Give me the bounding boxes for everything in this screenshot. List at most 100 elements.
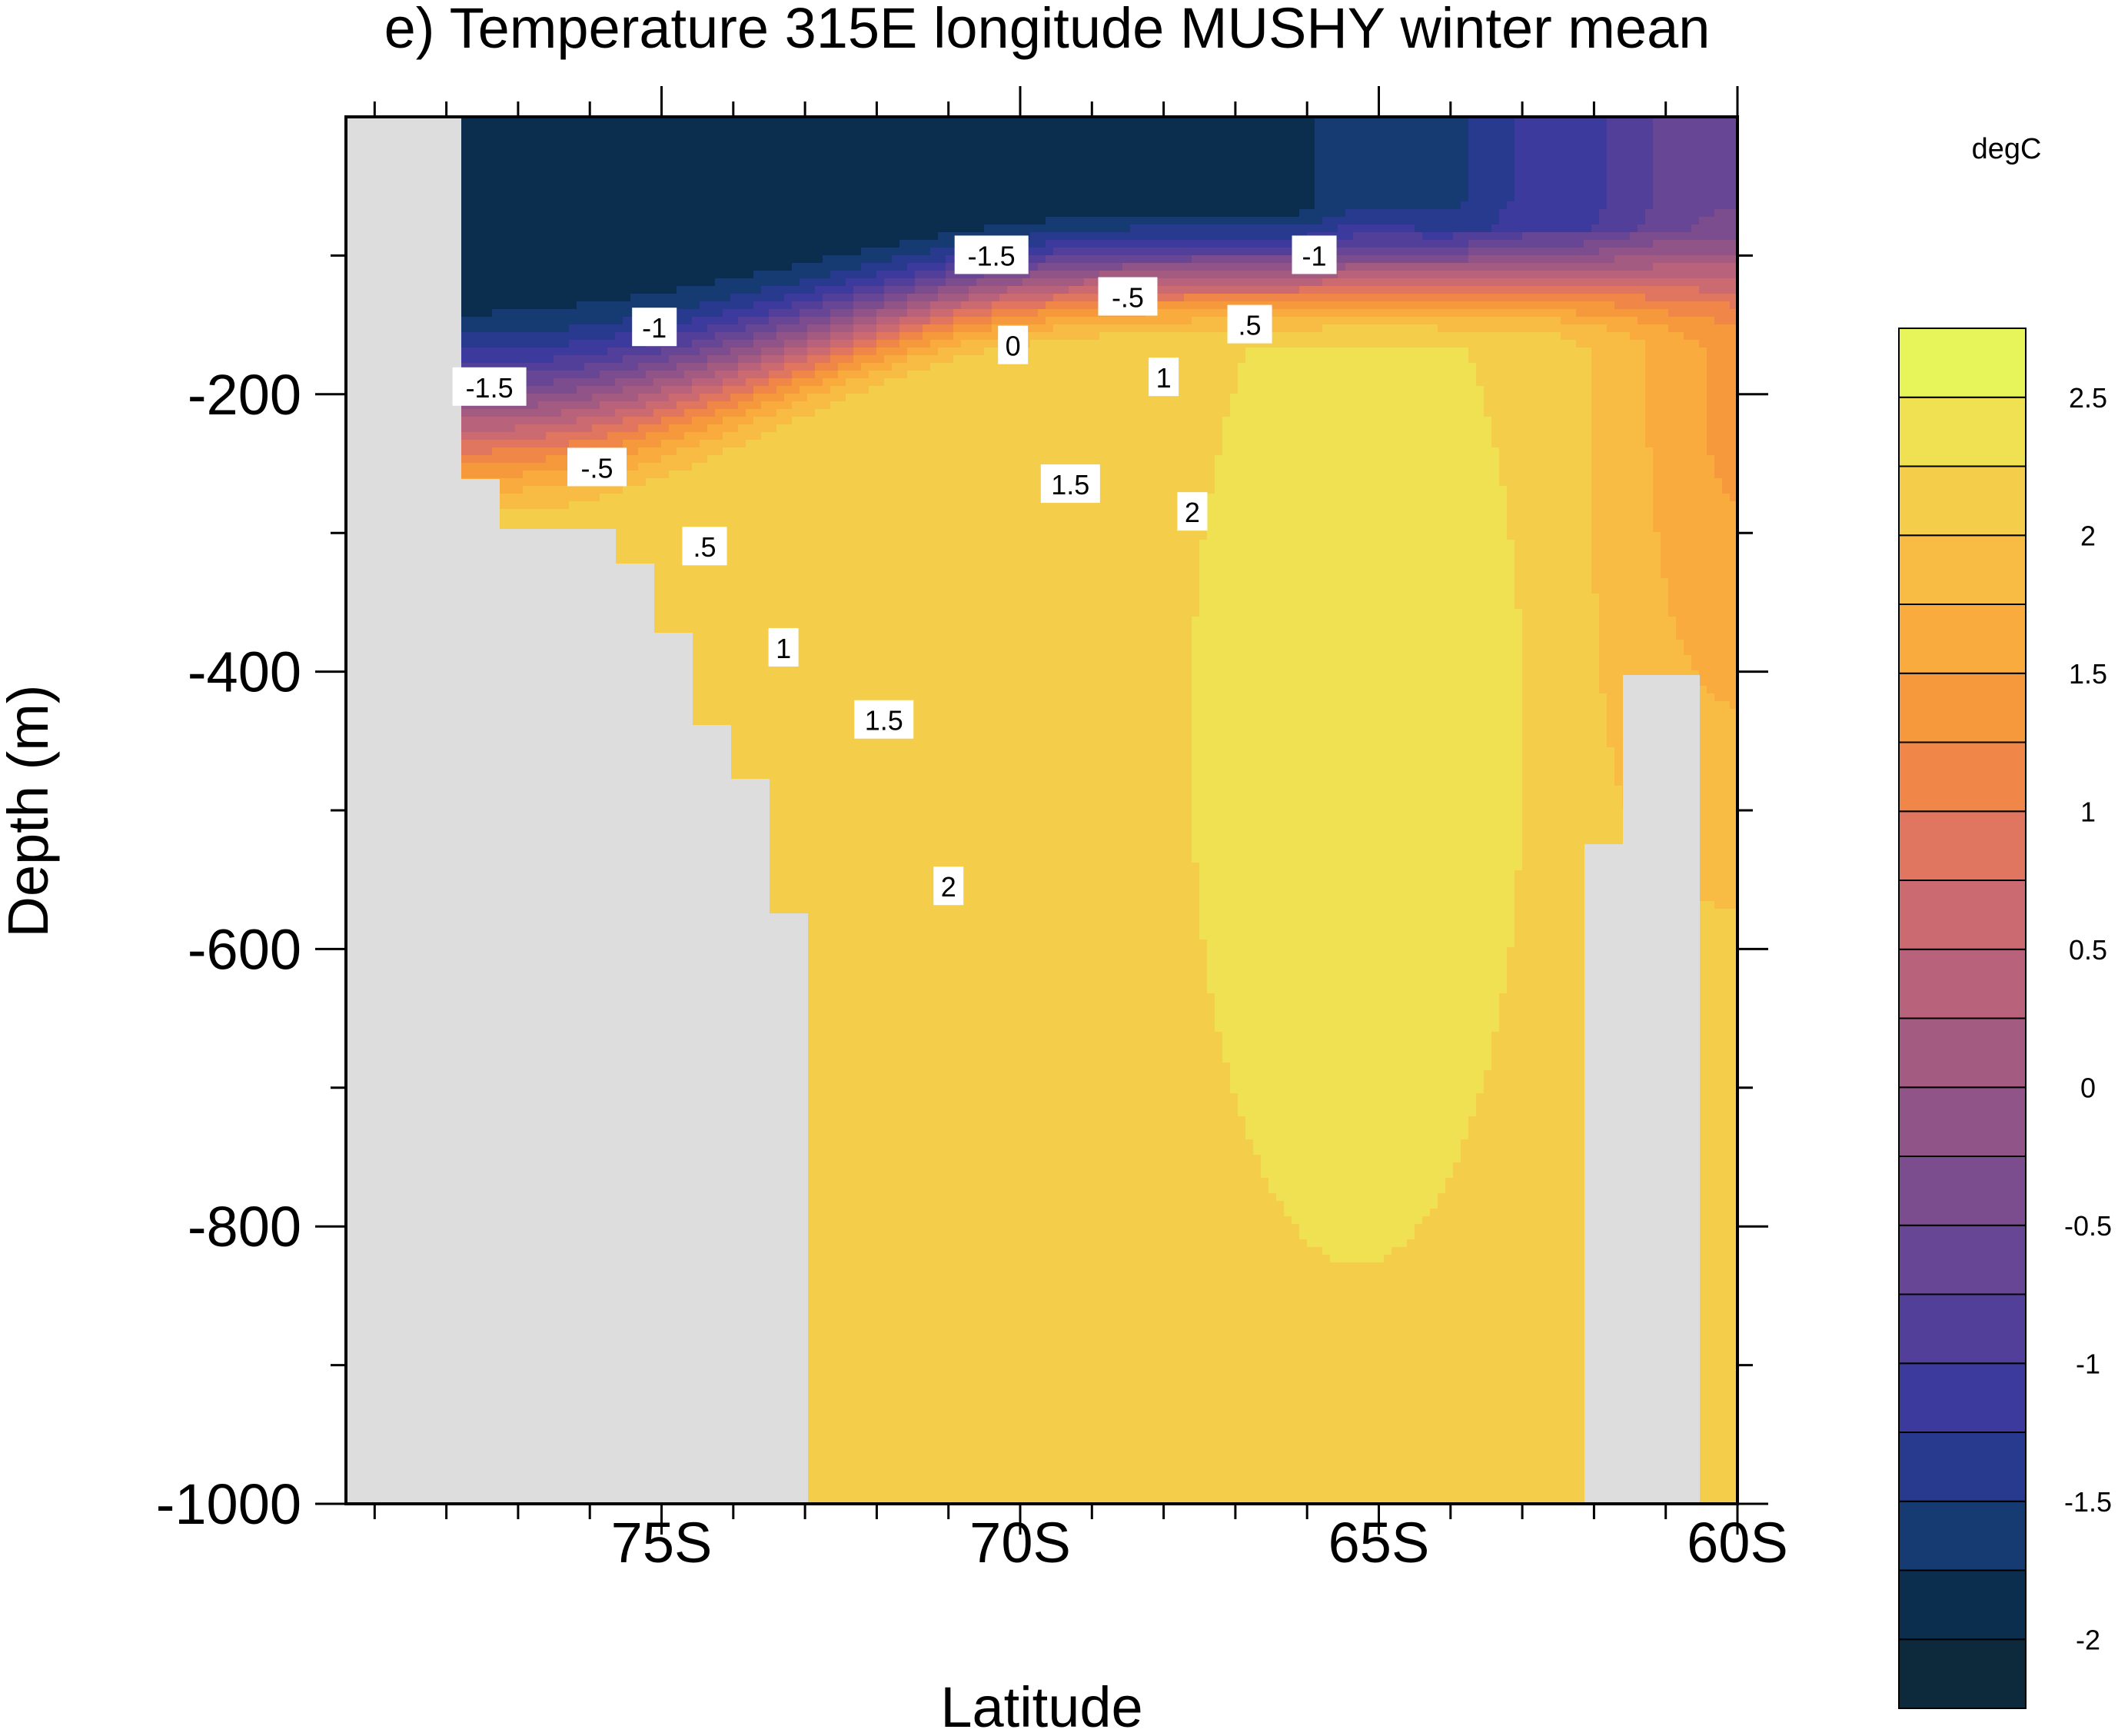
field-cell (1207, 125, 1215, 133)
field-cell (869, 232, 877, 241)
field-cell (976, 201, 985, 210)
field-cell (1299, 209, 1308, 218)
field-cell (1384, 286, 1392, 294)
field-cell (907, 201, 916, 210)
field-cell (915, 217, 923, 225)
field-cell (1368, 148, 1377, 156)
field-cell (1576, 240, 1584, 248)
field-cell (1407, 125, 1415, 133)
field-cell (623, 209, 631, 218)
field-cell (477, 132, 485, 141)
field-cell (1430, 125, 1438, 133)
field-cell (630, 248, 639, 256)
field-cell (1238, 255, 1246, 264)
field-cell (1169, 248, 1177, 256)
field-cell (861, 217, 869, 225)
field-cell (1199, 224, 1208, 233)
field-cell (1245, 217, 1254, 225)
field-cell (1668, 286, 1677, 294)
field-cell (1322, 286, 1331, 294)
field-cell (1276, 278, 1285, 287)
field-cell (1407, 132, 1415, 141)
field-cell (1622, 163, 1631, 171)
field-cell (1468, 278, 1477, 287)
field-cell (930, 163, 939, 171)
field-cell (984, 140, 993, 148)
field-cell (1545, 278, 1554, 287)
field-cell (1268, 255, 1277, 264)
field-cell (684, 148, 693, 156)
field-cell (1584, 125, 1592, 133)
field-cell (1591, 194, 1600, 202)
field-cell (1622, 132, 1631, 141)
field-cell (961, 155, 969, 164)
field-cell (1222, 232, 1231, 241)
field-cell (1230, 171, 1239, 179)
field-cell (600, 132, 608, 141)
field-cell (784, 163, 793, 171)
field-cell (1653, 217, 1661, 225)
field-cell (1722, 263, 1731, 271)
field-cell (1538, 209, 1546, 218)
field-cell (1207, 224, 1215, 233)
field-cell (500, 178, 508, 187)
field-cell (1192, 186, 1200, 195)
field-cell (1061, 224, 1069, 233)
field-cell (653, 132, 662, 141)
field-cell (653, 178, 662, 187)
field-cell (569, 140, 577, 148)
field-cell (584, 132, 593, 141)
field-cell (1345, 248, 1354, 256)
field-cell (1015, 209, 1023, 218)
field-cell (1276, 263, 1285, 271)
field-cell (1676, 232, 1684, 241)
field-cell (1491, 186, 1500, 195)
field-cell (554, 178, 562, 187)
field-cell (1161, 178, 1169, 187)
field-cell (1538, 132, 1546, 141)
field-cell (1015, 178, 1023, 187)
field-cell (1084, 148, 1092, 156)
field-cell (1022, 163, 1031, 171)
field-cell (769, 163, 777, 171)
field-cell (638, 255, 647, 264)
field-cell (1238, 125, 1246, 133)
field-cell (1245, 248, 1254, 256)
field-cell (523, 178, 531, 187)
field-cell (738, 148, 746, 156)
field-cell (1076, 178, 1085, 187)
field-cell (1084, 163, 1092, 171)
field-cell (692, 186, 700, 195)
field-cell (1676, 209, 1684, 218)
field-cell (492, 232, 500, 241)
field-cell (1461, 178, 1469, 187)
field-cell (1714, 140, 1723, 148)
field-cell (677, 278, 685, 287)
field-cell (746, 201, 754, 210)
field-cell (907, 155, 916, 164)
field-cell (1138, 217, 1146, 225)
field-cell (677, 148, 685, 156)
field-cell (1084, 255, 1092, 264)
field-cell (1353, 194, 1362, 202)
field-cell (646, 186, 654, 195)
field-cell (477, 171, 485, 179)
field-cell (653, 271, 662, 279)
field-cell (607, 217, 616, 225)
field-cell (1438, 278, 1446, 287)
field-cell (1691, 255, 1700, 264)
field-cell (1107, 155, 1116, 164)
field-cell (1307, 224, 1315, 233)
field-cell (923, 201, 931, 210)
field-cell (515, 255, 524, 264)
field-cell (1668, 132, 1677, 141)
field-cell (492, 209, 500, 218)
field-cell (761, 240, 770, 248)
field-cell (823, 286, 831, 294)
field-cell (738, 271, 746, 279)
field-cell (1484, 171, 1492, 179)
field-cell (661, 263, 670, 271)
field-cell (507, 209, 516, 218)
field-cell (1645, 186, 1654, 195)
field-cell (1661, 132, 1669, 141)
